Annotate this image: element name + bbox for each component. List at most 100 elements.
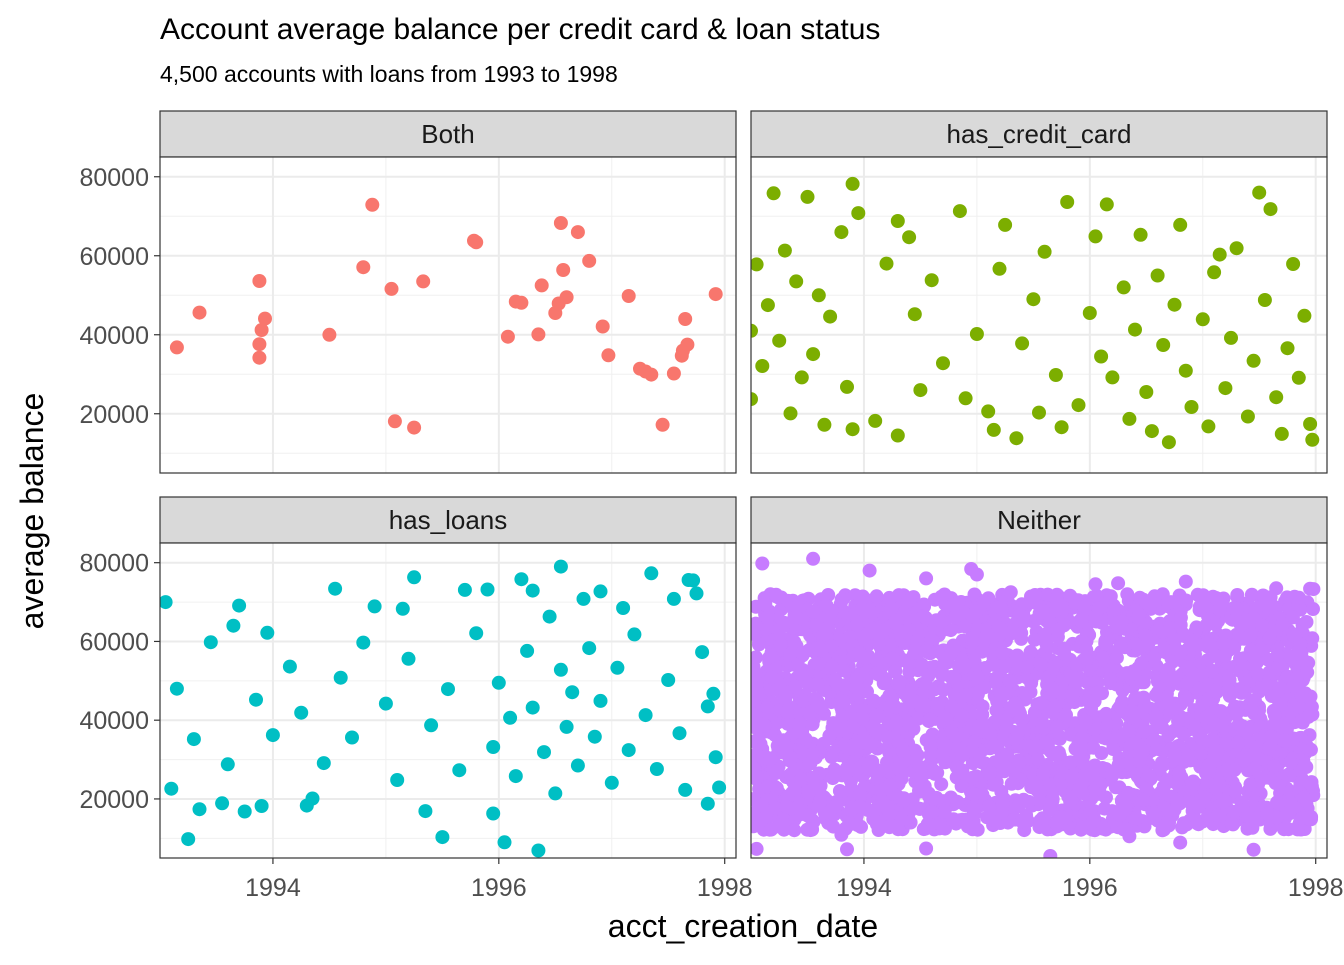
data-point — [776, 618, 790, 633]
y-tick-label: 60000 — [79, 628, 149, 656]
data-point — [913, 383, 928, 398]
data-point — [384, 281, 399, 296]
data-point — [252, 350, 267, 365]
data-point — [1267, 759, 1282, 774]
data-point — [1294, 689, 1309, 703]
data-point — [1065, 768, 1079, 783]
data-point — [1078, 768, 1092, 783]
data-point — [1272, 681, 1287, 695]
data-point — [378, 696, 393, 711]
data-point — [316, 756, 331, 771]
data-point — [751, 650, 764, 665]
panel-border — [159, 542, 737, 859]
data-point — [1177, 817, 1192, 832]
data-point — [1015, 336, 1030, 351]
data-point — [418, 804, 433, 819]
data-point — [1155, 720, 1170, 735]
data-point — [226, 618, 241, 633]
data-point — [1094, 746, 1109, 760]
data-point — [1103, 672, 1118, 687]
data-point — [1023, 644, 1038, 659]
data-point — [805, 822, 820, 837]
data-point — [1297, 308, 1312, 323]
y-axis-title: average balance — [14, 393, 50, 630]
data-point — [1054, 420, 1069, 435]
data-point — [1268, 776, 1283, 791]
data-point — [832, 784, 847, 798]
data-point — [367, 599, 382, 614]
data-point — [520, 643, 535, 658]
y-tick-label: 40000 — [79, 707, 149, 735]
data-point — [565, 685, 580, 700]
data-point — [882, 820, 897, 835]
data-point — [1095, 651, 1110, 665]
data-point — [491, 675, 506, 690]
data-point — [987, 738, 1002, 753]
data-point — [1003, 585, 1018, 600]
data-point — [534, 278, 549, 293]
data-point — [666, 591, 681, 606]
data-point — [1205, 732, 1220, 747]
data-point — [1113, 699, 1128, 714]
data-point — [1057, 646, 1072, 661]
data-point — [1148, 688, 1163, 703]
data-point — [559, 290, 574, 305]
data-point — [974, 755, 989, 770]
data-point — [356, 635, 371, 650]
data-point — [1167, 297, 1182, 312]
data-point — [345, 730, 359, 745]
data-point — [1156, 822, 1171, 837]
data-point — [700, 699, 715, 714]
data-point — [621, 289, 636, 303]
data-point — [1233, 651, 1247, 666]
data-point — [965, 743, 980, 758]
data-point — [751, 616, 763, 631]
facet-panel: has_credit_card — [750, 110, 1328, 474]
data-point — [1021, 794, 1036, 809]
data-point — [930, 696, 945, 711]
data-point — [796, 693, 811, 708]
data-point — [1186, 774, 1201, 789]
data-point — [896, 793, 911, 808]
data-point — [220, 757, 235, 772]
facet-strip — [750, 496, 1328, 544]
data-point — [918, 644, 933, 659]
data-point — [811, 656, 826, 671]
data-point — [760, 610, 775, 625]
data-point — [610, 660, 625, 675]
data-point — [1111, 757, 1126, 772]
data-point — [887, 615, 902, 630]
data-point — [1195, 312, 1210, 327]
x-tick-label: 1994 — [245, 874, 301, 902]
data-point — [486, 806, 501, 821]
data-point — [1016, 615, 1031, 630]
data-point — [976, 594, 991, 609]
data-point — [514, 572, 529, 587]
data-point — [882, 778, 897, 793]
data-point — [1050, 720, 1064, 735]
data-point — [531, 327, 546, 342]
data-point — [806, 347, 821, 362]
data-point — [800, 808, 815, 823]
data-point — [895, 743, 910, 758]
chart-subtitle: 4,500 accounts with loans from 1993 to 1… — [160, 61, 618, 87]
data-point — [977, 680, 992, 695]
data-point — [907, 694, 922, 709]
data-point — [1133, 227, 1148, 242]
data-point — [900, 594, 915, 609]
data-point — [1261, 677, 1276, 692]
data-point — [666, 366, 681, 381]
data-point — [834, 225, 849, 240]
data-point — [852, 646, 867, 660]
data-point — [781, 715, 796, 730]
data-point — [1291, 370, 1306, 385]
data-point — [1278, 734, 1293, 749]
data-point — [779, 705, 794, 719]
data-point — [525, 583, 540, 598]
data-point — [1184, 665, 1199, 680]
facet-strip — [750, 110, 1328, 158]
data-point — [1094, 349, 1109, 364]
data-point — [751, 769, 765, 784]
data-point — [282, 659, 297, 674]
data-point — [1147, 650, 1162, 665]
